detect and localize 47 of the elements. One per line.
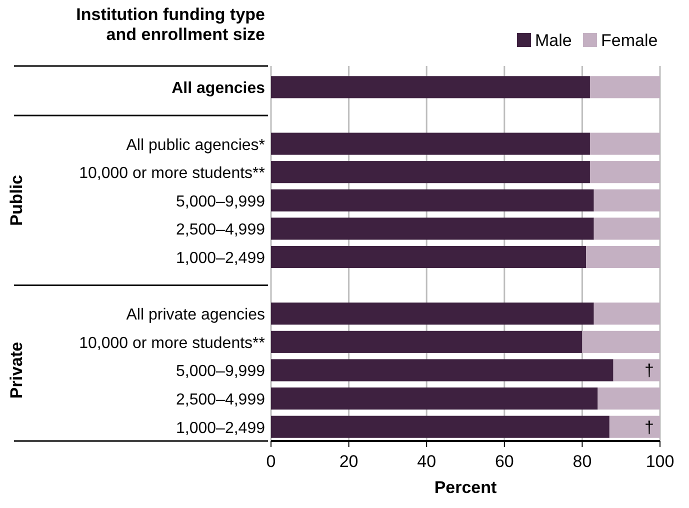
data-label: † — [644, 418, 654, 437]
legend-label: Male — [535, 31, 572, 50]
bar — [586, 246, 660, 268]
bar — [613, 359, 660, 382]
y-tick-label: 2,500–4,999 — [176, 392, 266, 409]
bar — [271, 330, 582, 353]
bar — [594, 189, 660, 212]
bar — [594, 302, 660, 325]
legend-label: Female — [601, 31, 658, 50]
bar — [271, 302, 594, 325]
bar — [271, 246, 586, 268]
bar — [598, 388, 660, 410]
y-tick-label: All agencies — [172, 80, 266, 98]
x-tick-label: 80 — [572, 452, 592, 471]
bar — [271, 76, 590, 98]
y-tick-label: All public agencies* — [126, 136, 265, 154]
x-tick-label: 60 — [494, 452, 514, 471]
x-tick-label: 20 — [339, 452, 358, 471]
y-axis-title: Institution funding type and enrollment size — [76, 5, 265, 44]
y-tick-label: 5,000–9,999 — [176, 193, 266, 210]
y-tick-label: 1,000–2,499 — [176, 250, 266, 267]
text: Public — [7, 174, 26, 226]
bar — [590, 132, 660, 155]
y-tick-label: 5,000–9,999 — [176, 363, 266, 380]
bar — [271, 416, 610, 438]
x-tick-label: 0 — [266, 452, 276, 471]
y-tick-label: 10,000 or more students** — [79, 334, 265, 352]
bar — [582, 330, 660, 353]
bar — [594, 218, 660, 240]
bar — [271, 161, 590, 184]
bar — [271, 359, 614, 382]
y-tick-label: 10,000 or more students** — [79, 165, 265, 182]
x-tick-label: 100 — [646, 452, 674, 471]
x-tick-label: 40 — [417, 452, 436, 471]
text: Private — [7, 342, 26, 399]
bar — [271, 132, 590, 155]
y-tick-label: 1,000–2,499 — [176, 420, 266, 437]
bar — [271, 388, 598, 410]
y-tick-label: 2,500–4,999 — [176, 222, 266, 239]
y-tick-label: All private agencies — [126, 306, 265, 324]
bar — [590, 76, 660, 98]
bar — [609, 416, 660, 438]
x-axis-title: Percent — [434, 478, 498, 497]
bar — [271, 189, 594, 212]
data-label: † — [644, 361, 654, 380]
bar — [271, 218, 594, 240]
bar — [590, 161, 660, 184]
